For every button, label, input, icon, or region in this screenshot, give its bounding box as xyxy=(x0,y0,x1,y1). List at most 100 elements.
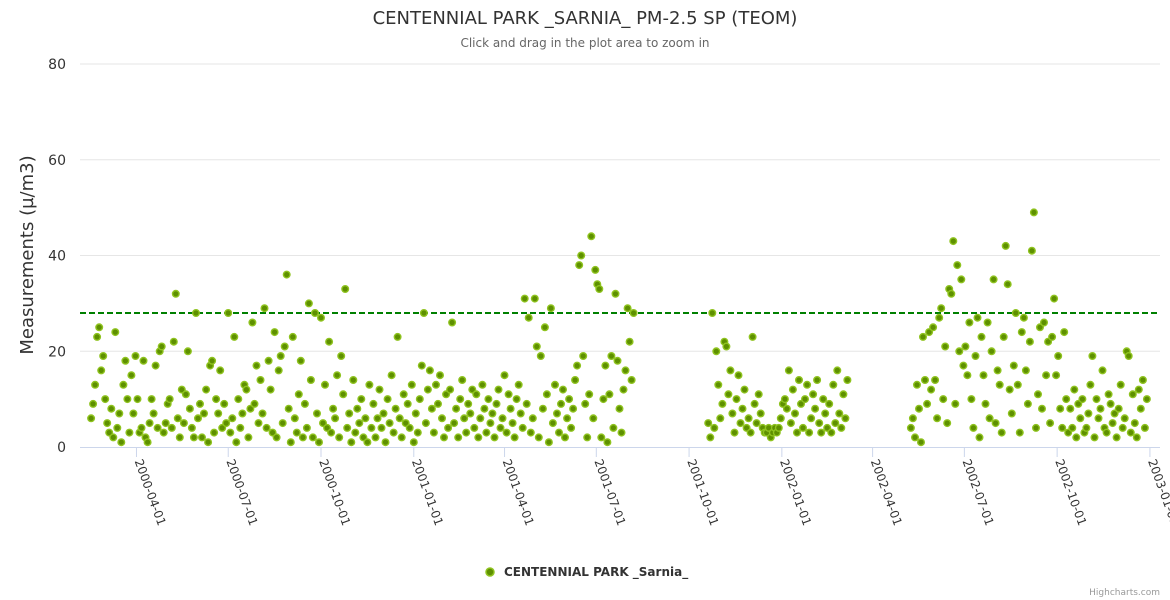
data-point xyxy=(947,289,956,298)
data-point xyxy=(973,313,982,322)
data-point xyxy=(774,423,783,432)
data-point xyxy=(117,438,126,447)
data-point xyxy=(391,404,400,413)
data-point xyxy=(915,404,924,413)
data-point xyxy=(145,419,154,428)
data-point xyxy=(987,347,996,356)
data-point xyxy=(512,395,521,404)
data-point xyxy=(1104,390,1113,399)
data-point xyxy=(1025,337,1034,346)
data-point xyxy=(228,414,237,423)
data-point xyxy=(300,399,309,408)
data-point xyxy=(786,419,795,428)
data-point xyxy=(444,423,453,432)
data-point xyxy=(629,309,638,318)
data-point xyxy=(337,352,346,361)
data-point xyxy=(119,380,128,389)
data-point xyxy=(726,366,735,375)
data-point xyxy=(544,438,553,447)
data-point xyxy=(1096,404,1105,413)
data-point xyxy=(788,385,797,394)
data-point xyxy=(536,352,545,361)
data-point xyxy=(500,371,509,380)
data-point xyxy=(1130,419,1139,428)
data-point xyxy=(298,433,307,442)
data-point xyxy=(963,371,972,380)
data-point xyxy=(214,409,223,418)
data-point xyxy=(1009,361,1018,370)
data-point xyxy=(752,419,761,428)
data-point xyxy=(1118,423,1127,432)
data-point xyxy=(609,423,618,432)
x-axis: 2000-04-01 2000-07-01 2000-10-01 2001-01-01… xyxy=(80,447,1170,528)
legend-item[interactable]: CENTENNIAL PARK _Sarnia_ xyxy=(485,565,688,580)
data-point xyxy=(911,433,920,442)
data-point xyxy=(605,390,614,399)
data-point xyxy=(113,423,122,432)
data-point xyxy=(448,318,457,327)
x-tick-label: 2001-10-01 xyxy=(684,457,721,527)
data-point xyxy=(341,285,350,294)
x-tick-label: 2002-01-01 xyxy=(777,457,814,527)
data-point xyxy=(425,366,434,375)
data-point xyxy=(985,414,994,423)
data-point xyxy=(746,428,755,437)
data-point xyxy=(1124,352,1133,361)
data-point xyxy=(226,428,235,437)
data-point xyxy=(383,395,392,404)
x-tick-label: 2000-10-01 xyxy=(316,457,353,527)
data-point xyxy=(361,414,370,423)
y-tick-label: 80 xyxy=(48,57,66,73)
data-point xyxy=(252,361,261,370)
data-point xyxy=(704,419,713,428)
data-point xyxy=(599,395,608,404)
data-point xyxy=(621,366,630,375)
data-point xyxy=(587,232,596,241)
data-point xyxy=(831,419,840,428)
data-point xyxy=(520,294,529,303)
data-point xyxy=(595,285,604,294)
data-point xyxy=(315,438,324,447)
data-point xyxy=(917,438,926,447)
data-point xyxy=(508,419,517,428)
data-point xyxy=(825,399,834,408)
data-point xyxy=(989,275,998,284)
data-point xyxy=(260,304,269,313)
data-point xyxy=(1007,409,1016,418)
data-point xyxy=(151,361,160,370)
data-point xyxy=(111,328,120,337)
data-point xyxy=(417,361,426,370)
data-point xyxy=(1108,419,1117,428)
data-point xyxy=(607,352,616,361)
data-point xyxy=(540,323,549,332)
data-point xyxy=(841,414,850,423)
data-point xyxy=(327,428,336,437)
data-point xyxy=(403,399,412,408)
data-point xyxy=(835,409,844,418)
data-point xyxy=(559,385,568,394)
data-point xyxy=(379,409,388,418)
data-point xyxy=(627,376,636,385)
data-point xyxy=(115,409,124,418)
data-point xyxy=(524,313,533,322)
data-point xyxy=(551,380,560,389)
data-point xyxy=(187,423,196,432)
data-point xyxy=(1017,328,1026,337)
data-point xyxy=(476,414,485,423)
data-point xyxy=(589,414,598,423)
data-point xyxy=(89,399,98,408)
data-point xyxy=(464,399,473,408)
data-point xyxy=(1088,352,1097,361)
data-point xyxy=(750,399,759,408)
data-point xyxy=(434,399,443,408)
data-point xyxy=(807,414,816,423)
data-point xyxy=(486,419,495,428)
data-point xyxy=(712,347,721,356)
credits-link[interactable]: Highcharts.com xyxy=(1089,588,1160,598)
data-point xyxy=(955,347,964,356)
data-point xyxy=(1102,428,1111,437)
data-point xyxy=(333,371,342,380)
data-point xyxy=(718,399,727,408)
data-point xyxy=(799,423,808,432)
